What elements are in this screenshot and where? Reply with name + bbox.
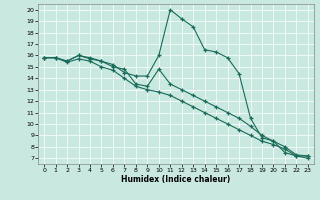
X-axis label: Humidex (Indice chaleur): Humidex (Indice chaleur) xyxy=(121,175,231,184)
